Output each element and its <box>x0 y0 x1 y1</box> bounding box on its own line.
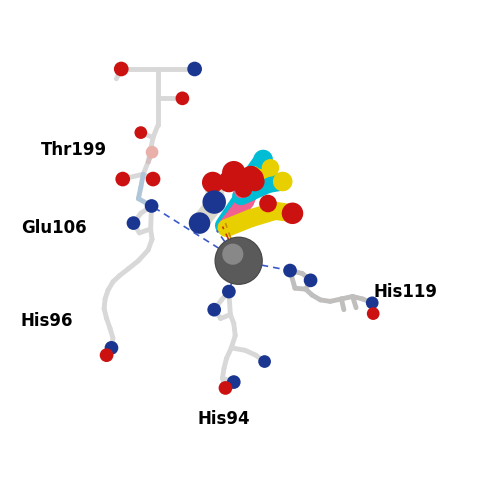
Circle shape <box>282 202 303 224</box>
Circle shape <box>222 161 246 184</box>
Circle shape <box>187 62 202 76</box>
Circle shape <box>245 172 265 192</box>
Circle shape <box>273 172 292 192</box>
Circle shape <box>218 170 240 192</box>
Circle shape <box>207 303 221 316</box>
Text: His119: His119 <box>373 282 437 300</box>
Circle shape <box>216 238 261 283</box>
Circle shape <box>176 92 189 105</box>
Circle shape <box>145 199 158 213</box>
Circle shape <box>283 264 297 278</box>
Circle shape <box>116 172 130 186</box>
Circle shape <box>134 126 147 139</box>
Circle shape <box>146 146 158 158</box>
Circle shape <box>222 284 236 298</box>
Circle shape <box>240 166 262 188</box>
Circle shape <box>189 212 210 234</box>
Text: His96: His96 <box>21 312 73 330</box>
Circle shape <box>262 159 279 176</box>
Circle shape <box>105 341 118 354</box>
Circle shape <box>202 172 223 194</box>
Text: Thr199: Thr199 <box>40 140 107 158</box>
Circle shape <box>146 172 160 186</box>
Circle shape <box>253 150 273 170</box>
Circle shape <box>218 381 232 395</box>
Text: Glu106: Glu106 <box>21 219 87 237</box>
Circle shape <box>223 244 243 264</box>
Circle shape <box>114 62 128 76</box>
Circle shape <box>304 274 317 287</box>
Text: His94: His94 <box>197 410 250 428</box>
Circle shape <box>227 375 241 389</box>
Circle shape <box>126 216 140 230</box>
Circle shape <box>259 194 277 212</box>
Circle shape <box>203 190 226 214</box>
Circle shape <box>367 307 379 320</box>
Circle shape <box>258 355 271 368</box>
Circle shape <box>215 238 262 284</box>
Circle shape <box>100 348 114 362</box>
Circle shape <box>366 296 378 309</box>
Circle shape <box>235 180 252 198</box>
Circle shape <box>246 169 264 186</box>
